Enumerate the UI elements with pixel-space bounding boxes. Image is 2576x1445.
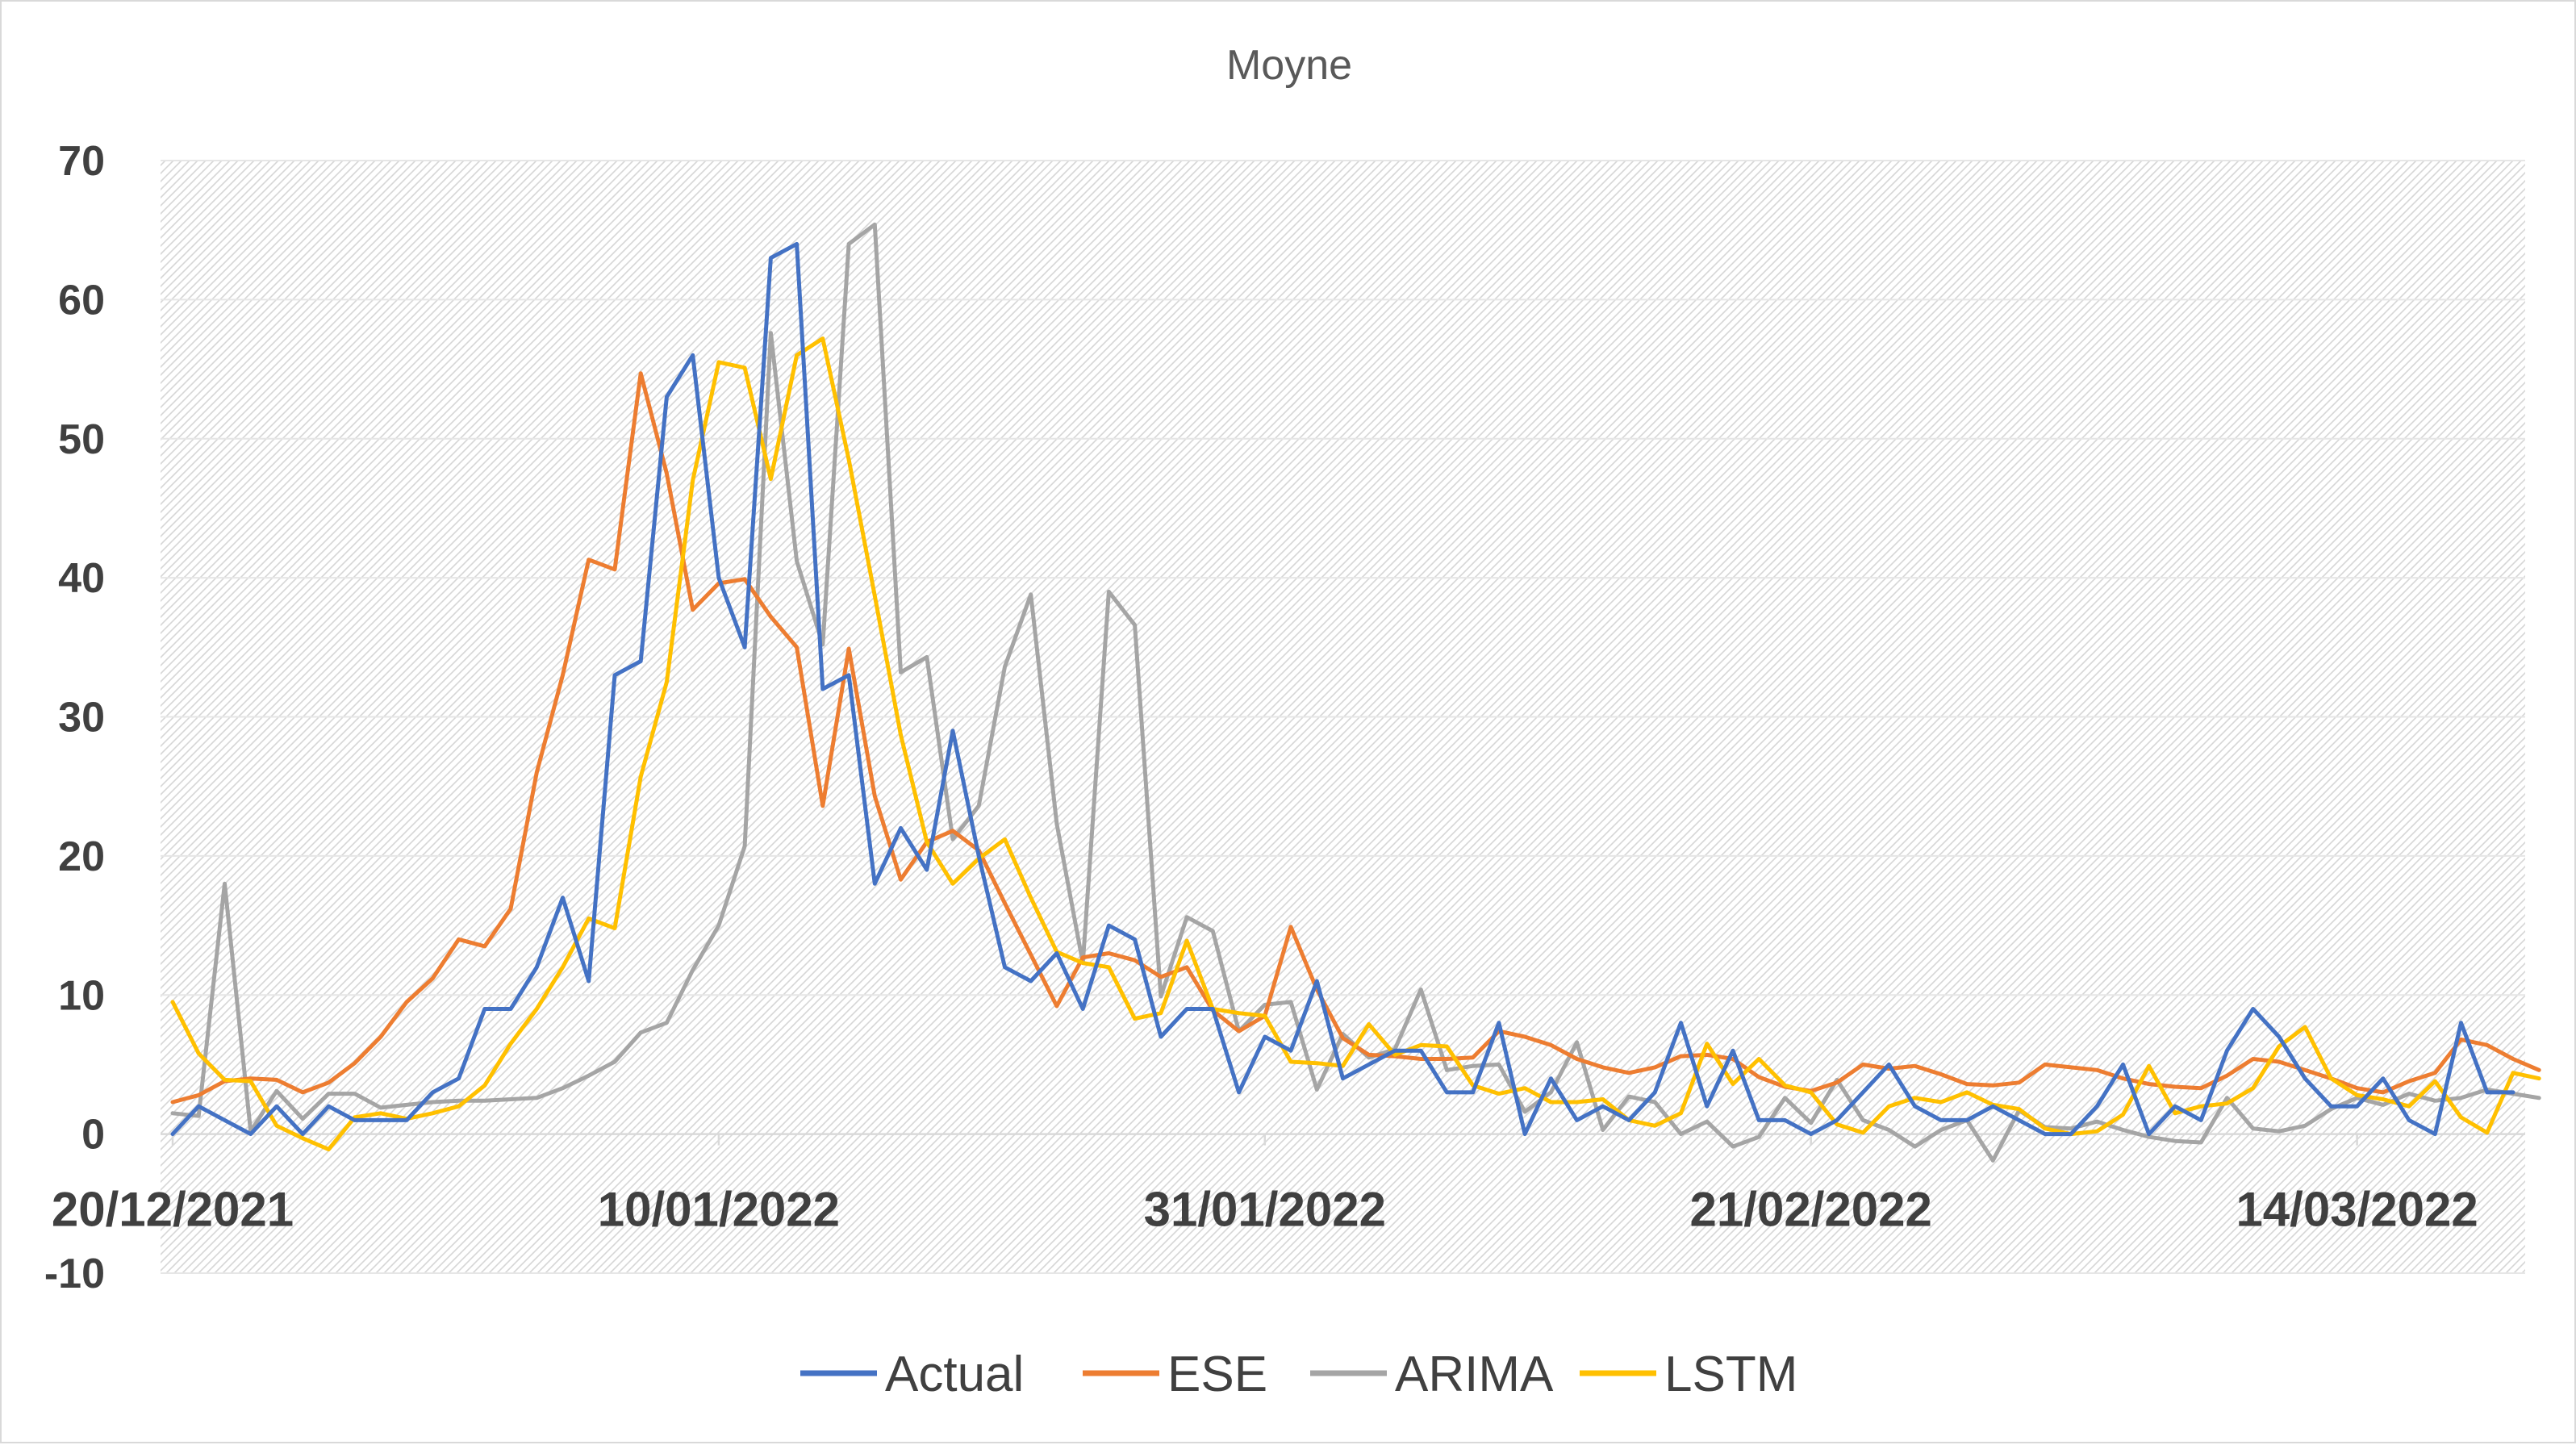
gridlines [161, 160, 2525, 1274]
legend-label-arima: ARIMA [1395, 1347, 1554, 1402]
y-tick-label: 70 [58, 138, 105, 185]
x-tick-label: 21/02/2022 [1690, 1183, 1932, 1237]
y-tick-label: 0 [81, 1112, 105, 1159]
y-tick-label: -10 [44, 1251, 105, 1297]
y-axis-ticks: -10 0 10 20 30 40 50 60 70 [44, 138, 105, 1297]
x-tick-label: 31/01/2022 [1144, 1183, 1386, 1237]
x-tick-label: 20/12/2021 [52, 1183, 294, 1237]
chart-title: Moyne [1226, 42, 1352, 89]
x-tick-label: 10/01/2022 [598, 1183, 840, 1237]
series-line-actual [170, 241, 2515, 1137]
x-tick-label: 14/03/2022 [2236, 1183, 2478, 1237]
legend-label-ese: ESE [1167, 1347, 1267, 1402]
series-line-lstm [170, 336, 2541, 1152]
y-tick-label: 20 [58, 833, 105, 880]
x-axis-ticks: 20/12/2021 10/01/2022 31/01/2022 21/02/2022… [52, 1134, 2478, 1237]
legend-label-lstm: LSTM [1664, 1347, 1797, 1402]
y-tick-label: 60 [58, 277, 105, 324]
y-tick-label: 10 [58, 972, 105, 1019]
y-tick-label: 40 [58, 555, 105, 602]
y-tick-label: 30 [58, 695, 105, 741]
legend: Actual ESE ARIMA LSTM [800, 1347, 1797, 1402]
y-tick-label: 50 [58, 416, 105, 463]
legend-label-actual: Actual [885, 1347, 1024, 1402]
series-layer [170, 222, 2541, 1163]
